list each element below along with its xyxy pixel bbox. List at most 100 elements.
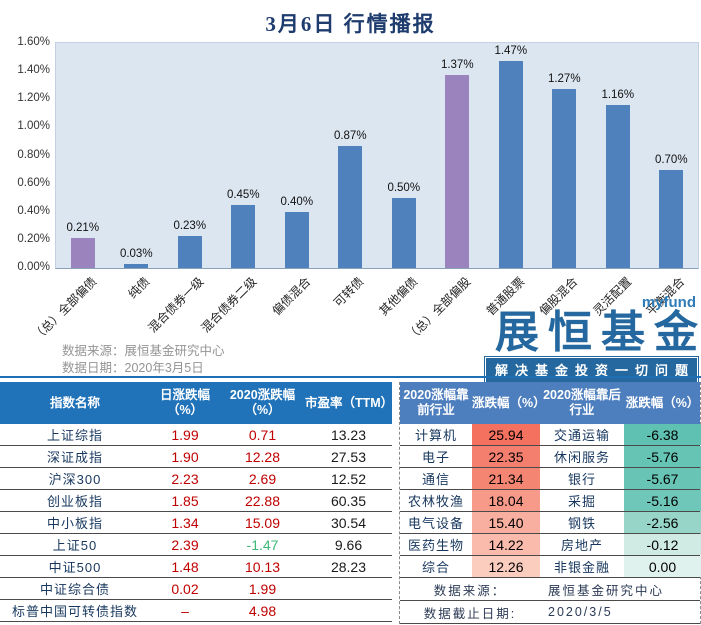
sector-table-cell: -6.38: [624, 424, 701, 445]
sector-table-header: 2020涨幅靠前行业 涨跌幅（%） 2020涨幅靠后行业 涨跌幅（%）: [400, 382, 700, 424]
y-tick-label: 0.20%: [17, 232, 50, 245]
section-divider: [0, 376, 701, 378]
y-tick-label: 0.80%: [17, 148, 50, 161]
myfund-logo: myfund 展恒基金 解决基金投资一切问题: [483, 294, 700, 384]
index-table-header-cell: 市盈率（TTM）: [305, 395, 394, 410]
y-tick-label: 0.60%: [17, 176, 50, 189]
index-table-cell: 22.88: [244, 492, 281, 509]
y-tick-label: 1.40%: [17, 64, 50, 77]
logo-brand-en: myfund: [641, 294, 696, 311]
bar-slot: 0.87%: [324, 43, 378, 268]
sector-table-cell: 计算机: [414, 428, 457, 443]
y-tick-label: 1.60%: [17, 36, 50, 48]
bar-value-label: 0.21%: [66, 222, 100, 235]
index-table-header-cell: 日涨跌幅（%）: [159, 388, 210, 417]
sector-table-footer-row: 数据来源： 展恒基金研究中心: [400, 578, 700, 601]
index-table-row: 标普中国可转债指数 – 4.98: [0, 600, 392, 622]
chart-source-line: 数据来源：展恒基金研究中心: [62, 344, 225, 358]
bar-value-label: 0.87%: [333, 129, 367, 142]
sector-table: 2020涨幅靠前行业 涨跌幅（%） 2020涨幅靠后行业 涨跌幅（%） 计算机 25.9…: [399, 382, 701, 624]
bar-5: [338, 145, 363, 268]
index-table-cell: 上证综指: [46, 428, 103, 443]
index-table-cell: –: [181, 602, 189, 619]
y-tick-label: 1.20%: [17, 92, 50, 105]
index-table-cell: 10.13: [244, 558, 281, 575]
bar-slot: 0.03%: [110, 43, 164, 268]
bar-value-label: 0.45%: [226, 188, 260, 201]
sector-table-footer: 数据来源： 展恒基金研究中心 数据截止日期: 2020/3/5: [400, 578, 700, 624]
bar-2: [177, 235, 202, 268]
bar-4: [284, 211, 309, 268]
index-table-row: 中小板指 1.34 15.09 30.54: [0, 512, 392, 534]
sector-table-row: 电子 22.35 休闲服务 -5.76: [400, 446, 701, 468]
index-table-cell: 创业板指: [46, 494, 103, 509]
index-table-cell: 1.99: [248, 580, 277, 597]
sector-table-cell: -5.76: [624, 446, 701, 467]
bar-slot: 0.45%: [217, 43, 271, 268]
sector-table-cell: 22.35: [472, 446, 540, 467]
index-table-header-cell: 指数名称: [49, 395, 100, 410]
index-table-cell: 28.23: [330, 558, 367, 575]
bar-slot: 1.47%: [484, 43, 538, 268]
bar-value-label: 1.47%: [494, 45, 528, 58]
bar-value-label: 0.23%: [173, 219, 207, 232]
bar-value-label: 0.50%: [387, 181, 421, 194]
index-table-cell: 标普中国可转债指数: [11, 604, 138, 619]
index-table-cell: 深证成指: [46, 450, 103, 465]
index-table-cell: 1.85: [171, 492, 199, 509]
bar-11: [659, 169, 684, 268]
sector-table-header-cell: 涨跌幅（%）: [625, 395, 700, 410]
bar-slot: 0.70%: [645, 43, 699, 268]
bar-slot: 0.40%: [270, 43, 324, 268]
bar-slot: 1.27%: [538, 43, 592, 268]
sector-table-cell: -0.12: [624, 534, 701, 555]
bar-slot: 0.23%: [163, 43, 217, 268]
sector-table-cell: 18.04: [472, 490, 540, 511]
index-table-cell: 4.98: [248, 602, 277, 619]
index-table-cell: 30.54: [330, 514, 367, 531]
index-table-cell: 上证50: [52, 538, 98, 553]
sector-table-cell: 21.34: [472, 468, 540, 489]
index-table-cell: 2.23: [171, 470, 199, 487]
bar-value-label: 0.03%: [119, 247, 153, 260]
sector-table-cell: 电子: [421, 450, 450, 465]
y-tick-label: 0.40%: [17, 204, 50, 217]
sector-table-header-cell: 2020涨幅靠后行业: [543, 388, 621, 417]
index-table-row: 深证成指 1.90 12.28 27.53: [0, 446, 392, 468]
sector-table-cell: 综合: [421, 560, 450, 575]
index-table-cell: 中证综合债: [39, 582, 110, 597]
sector-table-header-cell: 2020涨幅靠前行业: [403, 388, 469, 417]
bar-10: [605, 104, 630, 268]
bar-slot: 0.50%: [377, 43, 431, 268]
index-table-cell: 27.53: [330, 448, 367, 465]
index-table-cell: 1.34: [171, 514, 199, 531]
page-title: 3月6日 行情播报: [265, 12, 436, 36]
bar-1: [124, 263, 149, 268]
sector-table-cell: 14.22: [472, 534, 540, 555]
sector-table-cell: 休闲服务: [553, 450, 610, 465]
footer-label: 数据截止日期:: [423, 606, 517, 621]
index-table-cell: 1.99: [171, 426, 199, 443]
chart-date-line: 数据日期：2020年3月5日: [62, 361, 204, 375]
index-table-row: 上证50 2.39 -1.47 9.66: [0, 534, 392, 556]
footer-label: 数据来源：: [433, 583, 507, 598]
sector-table-cell: 银行: [567, 472, 596, 487]
index-table-cell: 60.35: [330, 492, 367, 509]
sector-table-cell: 非银金融: [553, 560, 610, 575]
index-table-cell: 1.90: [171, 448, 199, 465]
sector-table-cell: 钢铁: [567, 516, 596, 531]
sector-table-cell: 0.00: [624, 556, 701, 577]
bar-0: [70, 238, 95, 268]
y-tick-label: 1.00%: [17, 120, 50, 133]
bar-value-label: 0.40%: [280, 195, 314, 208]
bar-9: [552, 89, 577, 268]
index-table-cell: 0.71: [248, 426, 277, 443]
index-table-row: 中证综合债 0.02 1.99: [0, 578, 392, 600]
sector-table-cell: 采掘: [567, 494, 596, 509]
index-table-row: 中证500 1.48 10.13 28.23: [0, 556, 392, 578]
index-table-cell: 2.39: [171, 536, 199, 553]
bar-chart-plot: 0.21% 0.03% 0.23% 0.45% 0.40% 0.87% 0.50% 1.37%…: [55, 42, 699, 269]
sector-table-row: 农林牧渔 18.04 采掘 -5.16: [400, 490, 701, 512]
index-table: 指数名称 日涨跌幅（%） 2020涨跌幅（%） 市盈率（TTM） 上证综指 1.99 0.…: [0, 382, 394, 622]
sector-table-cell: 25.94: [472, 424, 540, 445]
